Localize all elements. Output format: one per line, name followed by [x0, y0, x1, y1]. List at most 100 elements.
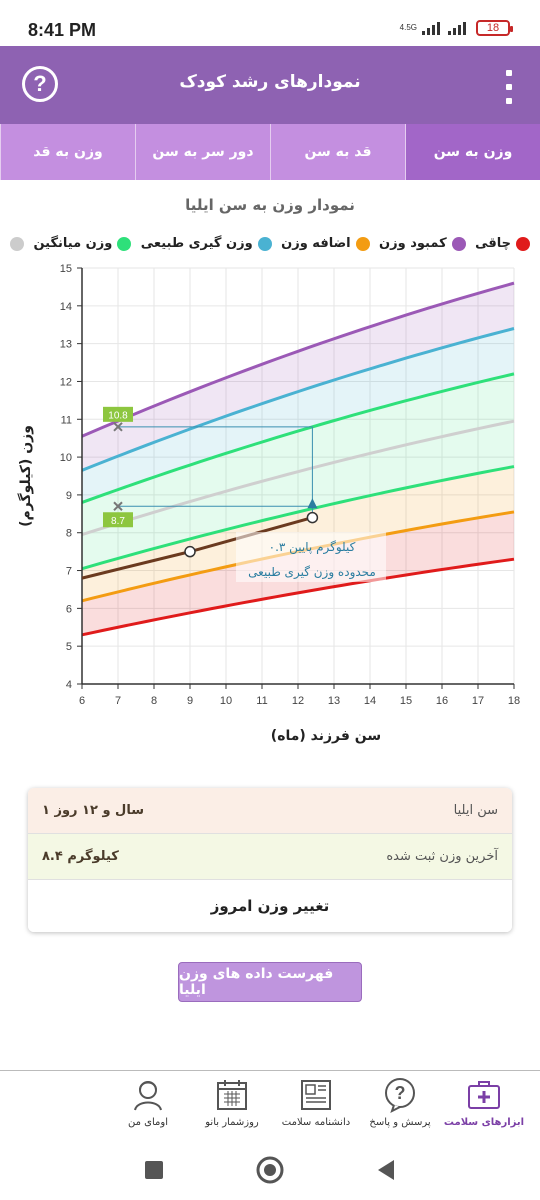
- weight-list-button[interactable]: فهرست داده های وزن ایلیا: [178, 962, 362, 1002]
- legend-label: کمبود وزن: [379, 236, 447, 251]
- legend-item: کمبود وزن: [379, 236, 466, 251]
- y-tick-label: 13: [60, 339, 72, 351]
- age-value: ۱ سال و ۱۲ روز: [42, 803, 144, 818]
- nav-qa[interactable]: ? پرسش و پاسخ: [358, 1071, 442, 1140]
- percentile-curve-obese: [81, 281, 515, 438]
- tab-weight-for-age[interactable]: وزن به سن: [405, 124, 540, 180]
- calendar-icon: [217, 1080, 247, 1110]
- y-tick-label: 14: [60, 301, 72, 313]
- legend-dot: [257, 236, 272, 251]
- nav-label: روزشمار بانو: [205, 1117, 259, 1128]
- legend-dot: [10, 236, 24, 251]
- legend-label: چاقی: [475, 236, 511, 251]
- help-circle-icon[interactable]: ?: [22, 66, 58, 102]
- more-vertical-icon[interactable]: [504, 70, 514, 104]
- y-tick-label: 9: [66, 490, 72, 502]
- weight-value: ۸.۴ کیلوگرم: [42, 849, 119, 864]
- battery-icon: 18: [476, 20, 513, 36]
- x-tick-label: 7: [115, 695, 121, 707]
- legend-item: چاقی: [475, 236, 530, 251]
- tab-head-for-age[interactable]: دور سر به سن: [135, 124, 270, 180]
- tab-weight-for-height[interactable]: وزن به قد: [0, 124, 135, 180]
- child-weight-point: [306, 511, 319, 524]
- y-tick-label: 12: [60, 376, 72, 388]
- chart-band: [82, 421, 514, 569]
- percentile-curve-median: [81, 419, 515, 537]
- legend-item: [10, 236, 24, 251]
- encyclopedia-icon: [301, 1080, 331, 1110]
- weight-row: آخرین وزن ثبت شده ۸.۴ کیلوگرم: [28, 834, 512, 880]
- x-axis-label: سن فرزند (ماه): [271, 728, 381, 744]
- nav-label: ابزارهای سلامت: [443, 1117, 525, 1128]
- status-icons: 4.5G 18: [400, 20, 513, 36]
- x-tick-label: 14: [364, 695, 376, 707]
- change-weight-button[interactable]: تغییر وزن امروز: [28, 880, 512, 932]
- x-tick-label: 10: [220, 695, 232, 707]
- x-tick-label: 18: [508, 695, 520, 707]
- annotation-box: [236, 532, 386, 582]
- nav-label: اومای من: [128, 1117, 168, 1128]
- x-tick-label: 6: [79, 695, 85, 707]
- percentile-curve-severe-underweight: [81, 557, 515, 637]
- nav-calendar[interactable]: روزشمار بانو: [190, 1071, 274, 1140]
- nav-profile[interactable]: اومای من: [106, 1071, 190, 1140]
- value-marker-cross: [113, 422, 123, 432]
- chart-band: [82, 373, 514, 535]
- home-circle-icon[interactable]: [255, 1155, 285, 1185]
- legend-dot: [516, 236, 530, 251]
- age-label: سن ایلیا: [453, 803, 498, 818]
- value-marker-badge: [103, 512, 133, 528]
- x-tick-label: 17: [472, 695, 484, 707]
- normal-limit-marker: [307, 498, 318, 509]
- y-tick-label: 4: [66, 679, 72, 691]
- legend-dot: [355, 236, 370, 251]
- legend-dot: [117, 236, 132, 251]
- x-tick-label: 15: [400, 695, 412, 707]
- percentile-curve-normal-low: [81, 465, 515, 571]
- back-triangle-icon[interactable]: [371, 1155, 401, 1185]
- y-tick-label: 5: [66, 641, 72, 653]
- y-tick-label: 15: [60, 263, 72, 275]
- system-nav-bar: [0, 1140, 540, 1200]
- y-tick-label: 7: [66, 566, 72, 578]
- nav-label: دانشنامه سلامت: [281, 1117, 351, 1128]
- legend-label: اضافه وزن: [281, 236, 351, 251]
- question-bubble-icon: ?: [385, 1078, 415, 1113]
- status-bar: 8:41 PM 4.5G 18: [0, 0, 540, 46]
- nav-encyclopedia[interactable]: دانشنامه سلامت: [274, 1071, 358, 1140]
- weight-for-age-chart: 6 7 8 9 10 11 12 13 14 15 16 17 18 4 5 6 7 8 9 10 11 12 13 14 15…: [17, 263, 520, 744]
- x-tick-label: 12: [292, 695, 304, 707]
- tab-height-for-age[interactable]: قد به سن: [270, 124, 405, 180]
- chart-band: [82, 283, 514, 471]
- status-time: 8:41 PM: [28, 20, 97, 40]
- y-tick-label: 11: [61, 414, 72, 426]
- chart-band: [82, 328, 514, 503]
- svg-text:?: ?: [395, 1083, 406, 1103]
- legend-item: وزن میانگین: [33, 236, 132, 251]
- percentile-curve-overweight: [81, 327, 515, 472]
- x-tick-label: 9: [187, 695, 193, 707]
- tab-bar: وزن به سن قد به سن دور سر به سن وزن به ق…: [0, 124, 540, 180]
- legend-dot: [451, 236, 466, 251]
- square-icon[interactable]: [139, 1155, 169, 1185]
- x-tick-label: 13: [328, 695, 340, 707]
- chart-legend: چاقی کمبود وزن اضافه وزن وزن گیری طبیعی …: [10, 236, 530, 251]
- legend-label: وزن میانگین: [33, 236, 113, 251]
- signal-icon: [448, 21, 466, 35]
- child-weight-point: [184, 545, 196, 558]
- x-tick-label: 16: [436, 695, 448, 707]
- value-marker-label: 10.8: [108, 410, 128, 421]
- percentile-curve-normal-high: [81, 372, 515, 504]
- info-card: سن ایلیا ۱ سال و ۱۲ روز آخرین وزن ثبت شد…: [28, 788, 512, 932]
- y-tick-label: 10: [60, 452, 72, 464]
- nav-label: پرسش و پاسخ: [369, 1117, 431, 1128]
- legend-item: اضافه وزن: [281, 236, 370, 251]
- y-tick-label: 8: [66, 528, 72, 540]
- nav-health-tools[interactable]: ابزارهای سلامت: [442, 1071, 526, 1140]
- value-marker-label: 8.7: [111, 516, 125, 527]
- legend-label: وزن گیری طبیعی: [140, 236, 253, 251]
- app-bar: ? نمودارهای رشد کودک: [0, 46, 540, 124]
- health-kit-icon: [468, 1081, 500, 1109]
- x-tick-label: 11: [256, 695, 267, 707]
- chart-title: نمودار وزن به سن ایلیا: [185, 196, 355, 214]
